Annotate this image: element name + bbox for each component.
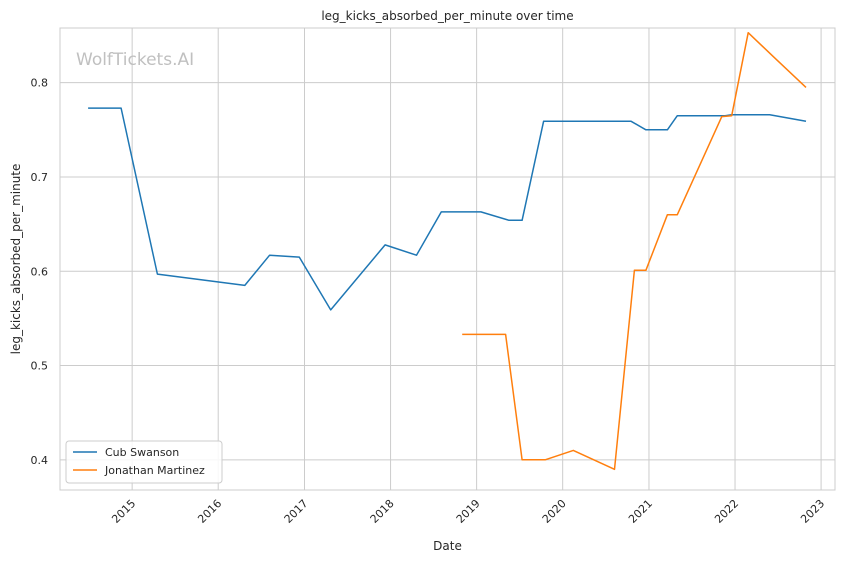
x-tick-label: 2023 [798,497,827,526]
y-tick-label: 0.7 [31,171,49,184]
x-axis-label: Date [433,539,462,553]
legend-label-jonathan-martinez: Jonathan Martinez [104,464,205,477]
x-tick-label: 2021 [626,497,655,526]
x-tick-label: 2016 [195,497,224,526]
legend: Cub Swanson Jonathan Martinez [65,440,223,484]
x-tick-label: 2022 [712,497,741,526]
y-tick-labels: 0.4 0.5 0.6 0.7 0.8 [31,77,49,467]
x-tick-label: 2020 [540,497,569,526]
series-lines [88,31,807,471]
legend-box [65,440,223,484]
y-tick-label: 0.4 [31,454,49,467]
x-tick-labels: 2015 2016 2017 2018 2019 2020 2021 2022 2023 [109,497,827,526]
legend-label-cub-swanson: Cub Swanson [105,446,179,459]
grid-lines [60,28,835,490]
y-tick-label: 0.5 [31,360,49,373]
y-tick-label: 0.6 [31,265,49,278]
x-tick-label: 2015 [109,497,138,526]
y-axis-label: leg_kicks_absorbed_per_minute [9,164,23,355]
series-line-cub-swanson [88,107,807,311]
y-tick-label: 0.8 [31,77,49,90]
plot-frame [59,27,836,491]
series-line-jonathan-martinez [462,31,807,471]
x-tick-label: 2017 [282,497,311,526]
chart-title: leg_kicks_absorbed_per_minute over time [321,9,573,23]
x-tick-label: 2019 [454,497,483,526]
x-tick-label: 2018 [368,497,397,526]
watermark: WolfTickets.AI [76,50,194,70]
